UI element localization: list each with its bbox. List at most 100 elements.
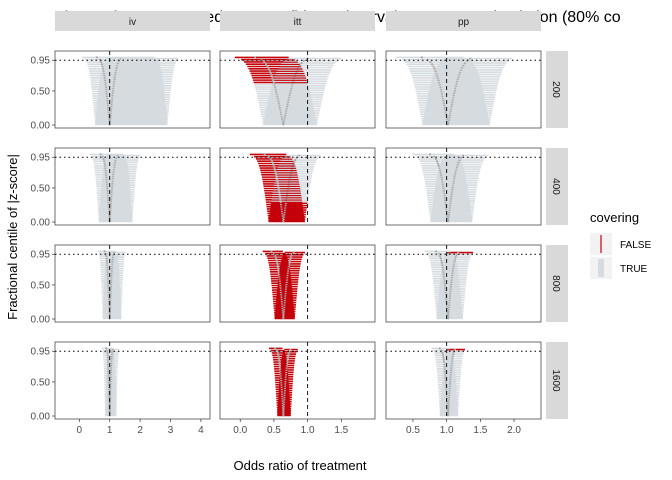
panel-frame-iv-1600 — [54, 341, 211, 420]
estimate-point-itt-200 — [253, 56, 257, 59]
y-tick-label: 0.50 — [31, 86, 51, 97]
strip-bg-200 — [546, 51, 568, 128]
estimate-point-itt-200 — [272, 79, 275, 82]
estimate-point-itt-800 — [270, 250, 273, 253]
estimate-point-itt-1600 — [274, 347, 277, 350]
estimate-point-itt-800 — [275, 259, 278, 262]
estimate-point-itt-400 — [267, 155, 271, 158]
column-strip-label-itt: itt — [294, 17, 302, 28]
estimate-point-iv-200 — [95, 56, 99, 59]
column-strip-label-iv: iv — [129, 17, 136, 28]
row-strip-label-800: 800 — [550, 275, 561, 292]
estimate-point-itt-200 — [268, 69, 271, 73]
x-axis-title: Odds ratio of treatment — [234, 458, 367, 473]
estimate-point-itt-1600 — [278, 363, 281, 366]
x-tick-label-iv: 4 — [198, 425, 204, 436]
panel-frame-itt-1600 — [219, 341, 376, 420]
estimate-point-pp-800 — [438, 254, 442, 258]
y-tick-label: 0.50 — [31, 377, 51, 388]
estimate-point-pp-400 — [434, 157, 438, 161]
estimate-point-pp-400 — [433, 155, 436, 158]
estimate-point-iv-200 — [100, 63, 104, 66]
panel-iv-400: 0.00 0.50 0.95 — [31, 147, 211, 229]
estimate-point-pp-1600 — [441, 354, 445, 357]
y-tick-label: 0.00 — [31, 315, 51, 326]
estimate-point-itt-200 — [270, 74, 273, 77]
y-tick-label: 0.95 — [31, 347, 51, 358]
panel-pp-200 — [385, 50, 542, 129]
estimate-point-itt-800 — [277, 268, 280, 271]
row-strip-label-1600: 1600 — [550, 369, 561, 392]
legend-title: covering — [590, 210, 639, 225]
y-tick-label: 0.00 — [31, 218, 51, 229]
estimate-point-pp-800 — [434, 250, 438, 253]
panel-pp-1600: 0.5 1.0 1.5 2.0 — [385, 341, 542, 436]
estimate-point-pp-400 — [435, 160, 439, 163]
estimate-point-itt-200 — [302, 59, 305, 62]
estimate-point-itt-1600 — [286, 359, 289, 363]
estimate-point-itt-400 — [273, 166, 276, 170]
estimate-point-itt-800 — [288, 260, 291, 263]
estimate-point-pp-1600 — [452, 352, 455, 356]
estimate-point-pp-200 — [420, 56, 423, 59]
estimate-point-itt-800 — [276, 261, 279, 264]
estimate-point-itt-800 — [288, 262, 291, 266]
estimate-point-itt-1600 — [286, 357, 289, 360]
strip-bg-1600 — [546, 342, 568, 419]
panel-iv-1600: 0.00 0.50 0.95 0 1 2 3 4 — [31, 341, 211, 436]
x-tick-label-pp: 1.5 — [473, 425, 487, 436]
estimate-point-itt-400 — [271, 162, 275, 165]
row-strip-label-400: 400 — [550, 178, 561, 195]
x-tick-label-iv: 1 — [107, 425, 113, 436]
estimate-point-itt-800 — [289, 258, 292, 261]
estimate-point-itt-800 — [277, 270, 280, 273]
estimate-point-itt-400 — [274, 171, 277, 174]
estimate-point-itt-1600 — [277, 356, 280, 359]
estimate-point-iv-1600 — [105, 347, 108, 350]
estimate-point-itt-400 — [269, 157, 272, 161]
estimate-point-itt-1600 — [277, 354, 280, 357]
panel-frame-iv-800 — [54, 244, 211, 323]
estimate-point-itt-1600 — [278, 360, 281, 364]
estimate-point-itt-800 — [276, 263, 279, 267]
x-tick-label-itt: 0.5 — [267, 425, 281, 436]
y-tick-label: 0.95 — [31, 153, 51, 164]
estimate-point-pp-200 — [433, 67, 436, 70]
panel-itt-200 — [219, 50, 376, 129]
estimate-point-iv-800 — [103, 250, 106, 253]
estimate-point-pp-800 — [440, 261, 443, 264]
y-tick-label: 0.50 — [31, 183, 51, 194]
panel-itt-1600: 0.0 0.5 1.0 1.5 — [219, 341, 376, 436]
panel-itt-800 — [219, 244, 376, 323]
estimate-point-itt-800 — [292, 251, 295, 254]
x-tick-label-pp: 1.0 — [440, 425, 454, 436]
panel-pp-400 — [385, 147, 542, 226]
y-axis-title-group: Fractional centile of |z-score| — [5, 154, 20, 320]
x-tick-label-pp: 0.5 — [406, 425, 420, 436]
estimate-point-pp-800 — [455, 253, 458, 256]
estimate-point-pp-800 — [454, 255, 457, 259]
estimate-point-itt-1600 — [278, 365, 282, 368]
estimate-point-itt-1600 — [275, 349, 279, 352]
estimate-point-pp-400 — [428, 153, 432, 156]
estimate-point-itt-800 — [276, 266, 280, 269]
strip-bg-itt — [220, 11, 375, 31]
estimate-point-pp-1600 — [438, 347, 441, 350]
estimate-point-itt-200 — [269, 72, 272, 75]
estimate-point-iv-400 — [102, 157, 105, 161]
row-strip-label-200: 200 — [550, 81, 561, 98]
panel-pp-800 — [385, 244, 542, 323]
strip-bg-pp — [386, 11, 541, 31]
estimate-point-pp-400 — [462, 154, 465, 157]
x-tick-label-itt: 0.0 — [233, 425, 247, 436]
estimate-point-itt-1600 — [287, 355, 290, 358]
y-tick-label: 0.50 — [31, 280, 51, 291]
x-tick-label-iv: 3 — [168, 425, 174, 436]
column-strip-label-pp: pp — [458, 17, 470, 28]
y-tick-label: 0.00 — [31, 412, 51, 423]
x-tick-label-iv: 0 — [77, 425, 83, 436]
estimate-point-pp-1600 — [453, 348, 457, 351]
estimate-point-pp-800 — [457, 251, 460, 254]
estimate-point-itt-1600 — [289, 348, 292, 351]
